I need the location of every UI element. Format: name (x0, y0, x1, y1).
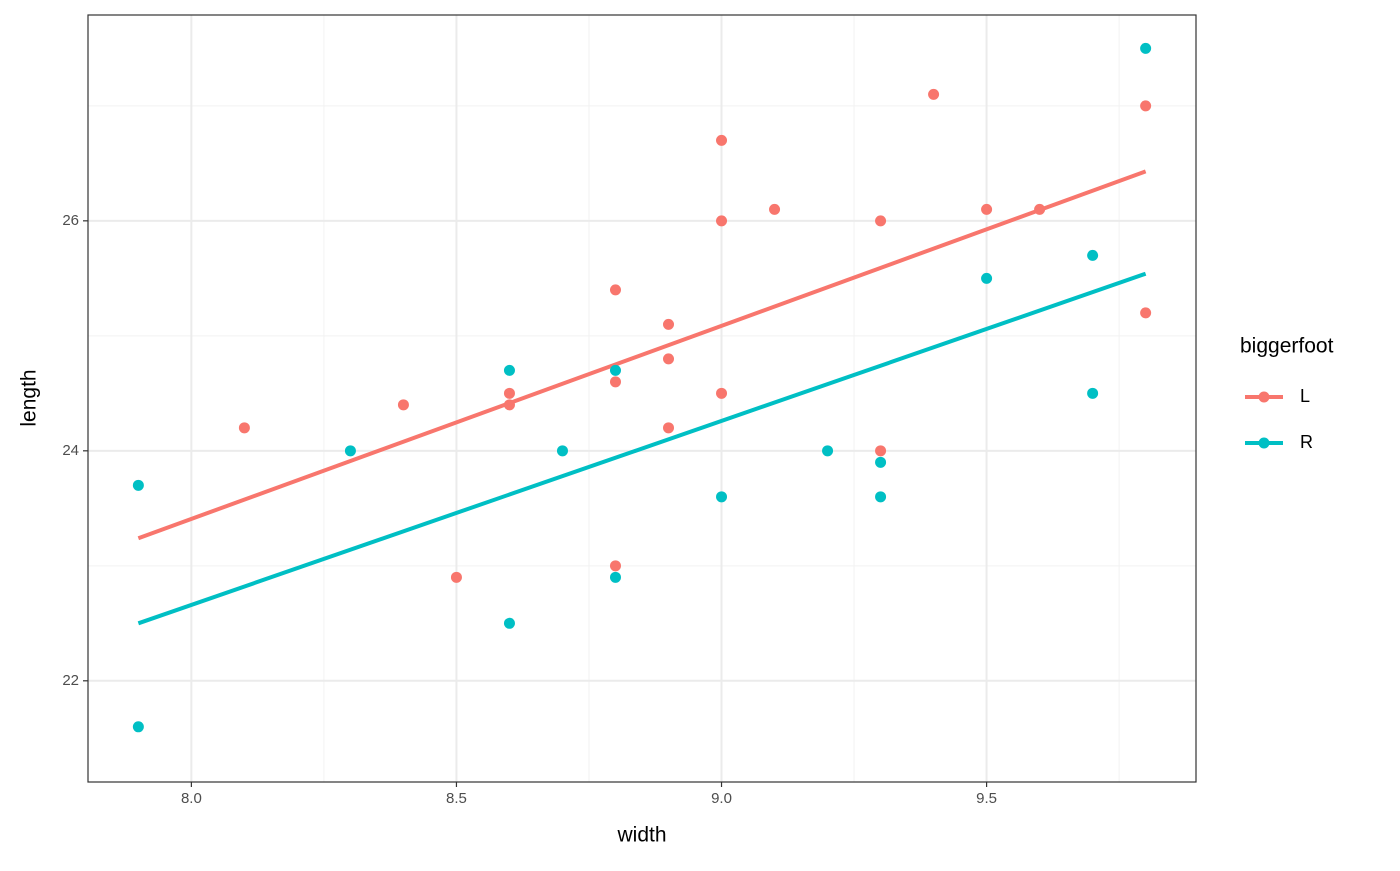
point (1140, 42, 1152, 54)
point (822, 445, 834, 457)
point (663, 422, 675, 434)
x-tick-label: 9.5 (976, 790, 997, 807)
point (503, 364, 515, 376)
point (928, 88, 940, 100)
y-tick-label: 24 (62, 442, 79, 459)
point (663, 318, 675, 330)
point (716, 387, 728, 399)
point (981, 272, 993, 284)
fit-line (137, 169, 1147, 541)
legend-label: R (1300, 432, 1313, 452)
point (663, 353, 675, 365)
point (1087, 387, 1099, 399)
x-tick-label: 8.0 (181, 790, 202, 807)
point (132, 479, 144, 491)
point (875, 456, 887, 468)
point (556, 445, 568, 457)
point (875, 491, 887, 503)
point (875, 445, 887, 457)
point (609, 571, 621, 583)
point (344, 445, 356, 457)
legend-title: biggerfoot (1240, 335, 1334, 358)
panel-border (87, 14, 1197, 783)
point (1087, 249, 1099, 261)
point (716, 134, 728, 146)
point (1140, 100, 1152, 112)
legend-label: L (1300, 386, 1310, 406)
x-tick-label: 9.0 (711, 790, 732, 807)
point (716, 491, 728, 503)
point (1140, 307, 1152, 319)
point (503, 617, 515, 629)
point (981, 203, 993, 215)
point (503, 387, 515, 399)
point (132, 721, 144, 733)
point (397, 399, 409, 411)
point (875, 215, 887, 227)
x-tick-label: 8.5 (446, 790, 467, 807)
point (238, 422, 250, 434)
y-tick-label: 22 (62, 672, 79, 689)
point (450, 571, 462, 583)
point (609, 376, 621, 388)
fit-line (137, 271, 1147, 626)
legend-key-point (1258, 437, 1270, 449)
point (609, 364, 621, 376)
point (609, 284, 621, 296)
y-axis-title: length (18, 369, 41, 426)
y-tick-label: 26 (62, 212, 79, 229)
point (769, 203, 781, 215)
point (716, 215, 728, 227)
x-axis-title: width (616, 824, 666, 847)
point (609, 560, 621, 572)
legend-key-point (1258, 391, 1270, 403)
